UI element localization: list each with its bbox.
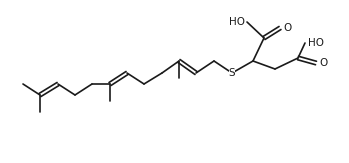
Text: O: O (283, 23, 291, 33)
Text: HO: HO (308, 38, 324, 48)
Text: S: S (229, 68, 235, 78)
Text: HO: HO (229, 17, 245, 27)
Text: O: O (319, 58, 327, 68)
